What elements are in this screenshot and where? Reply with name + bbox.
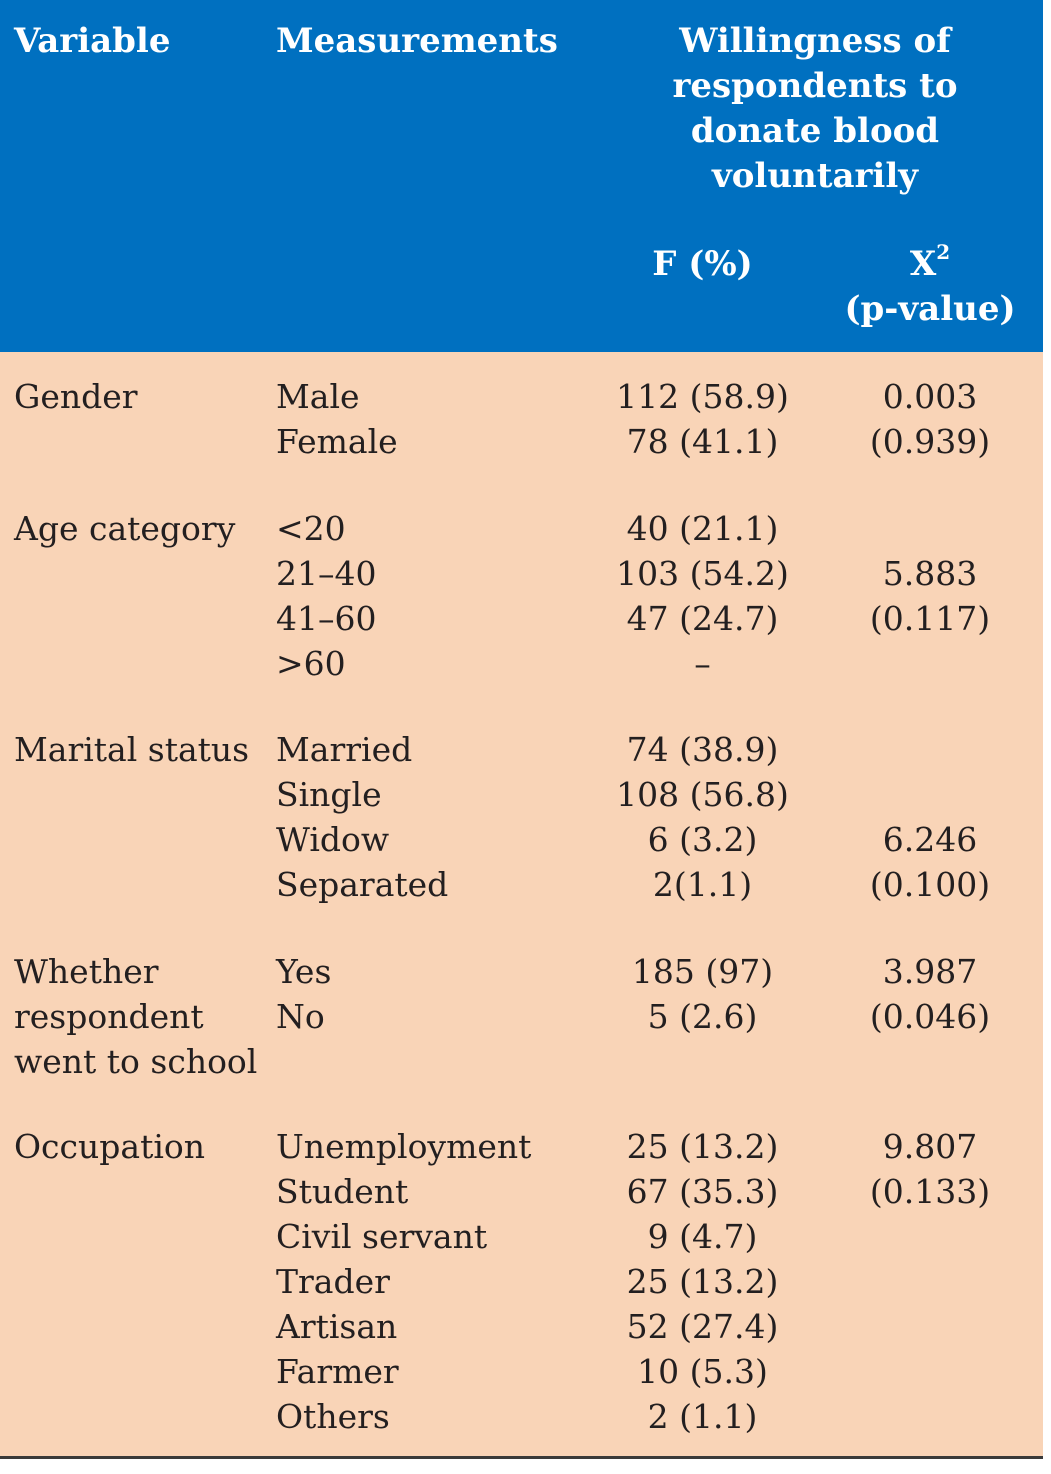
measurement-cell: Widow [276, 820, 390, 859]
measurement-cell: 21–40 [276, 554, 377, 593]
frequency-cell: 5 (2.6) [647, 997, 758, 1036]
measurement-cell: Yes [276, 952, 332, 991]
measurement-cell: <20 [276, 509, 346, 548]
measurement-cell: Civil servant [276, 1217, 488, 1256]
frequency-cell: 78 (41.1) [626, 422, 779, 461]
chi-square-cell: 3.987 [882, 952, 978, 991]
header-willingness-line: donate blood [690, 111, 940, 151]
frequency-cell: 74 (38.9) [626, 730, 779, 769]
header-willingness-line: voluntarily [711, 156, 919, 196]
variable-label: respondent [14, 997, 204, 1036]
measurement-cell: Trader [276, 1262, 390, 1301]
measurement-cell: Others [276, 1397, 390, 1436]
frequency-cell: 25 (13.2) [626, 1262, 779, 1301]
header-f-percent: F (%) [652, 244, 753, 284]
chi-square-cell: 5.883 [882, 554, 978, 593]
frequency-cell: 2(1.1) [652, 865, 753, 904]
measurement-cell: Separated [276, 865, 449, 904]
measurement-cell: No [276, 997, 325, 1036]
measurement-cell: Single [276, 775, 382, 814]
frequency-cell: 25 (13.2) [626, 1127, 779, 1166]
header-willingness-line: Willingness of [679, 21, 951, 61]
frequency-cell: 112 (58.9) [616, 377, 789, 416]
chi-square-cell: 0.003 [882, 377, 978, 416]
chi-square-cell: 9.807 [882, 1127, 978, 1166]
measurement-cell: Student [276, 1172, 409, 1211]
header-chi-square-superscript: 2 [936, 240, 951, 264]
header-measurements: Measurements [276, 21, 558, 61]
chi-square-cell: (0.939) [869, 422, 991, 461]
variable-label: Age category [14, 509, 236, 548]
frequency-cell: 47 (24.7) [626, 599, 779, 638]
measurement-cell: Female [276, 422, 398, 461]
chi-square-cell: (0.100) [869, 865, 991, 904]
frequency-cell: 2 (1.1) [647, 1397, 758, 1436]
measurement-cell: 41–60 [276, 599, 377, 638]
header-willingness-line: respondents to [672, 66, 958, 106]
chi-square-cell: 6.246 [882, 820, 978, 859]
variable-label: went to school [14, 1042, 258, 1081]
variable-label: Marital status [14, 730, 250, 769]
frequency-cell: 9 (4.7) [647, 1217, 758, 1256]
header-p-value: (p-value) [844, 289, 1016, 329]
frequency-cell: 10 (5.3) [637, 1352, 768, 1391]
measurement-cell: Farmer [276, 1352, 399, 1391]
variable-label: Whether [14, 952, 159, 991]
chi-square-cell: (0.117) [869, 599, 991, 638]
header-chi-square: X2 [830, 242, 1030, 287]
table-header: Variable Measurements Willingness of res… [0, 0, 1043, 352]
measurement-cell: Male [276, 377, 360, 416]
frequency-cell: 67 (35.3) [626, 1172, 779, 1211]
header-chi-square-symbol: X [909, 244, 937, 284]
variable-label: Gender [14, 377, 138, 416]
header-variable: Variable [14, 21, 171, 61]
frequency-cell: 40 (21.1) [626, 509, 779, 548]
frequency-cell: 6 (3.2) [647, 820, 758, 859]
measurement-cell: Married [276, 730, 413, 769]
measurement-cell: >60 [276, 644, 346, 683]
frequency-cell: 52 (27.4) [626, 1307, 779, 1346]
frequency-cell: 103 (54.2) [616, 554, 789, 593]
measurement-cell: Artisan [276, 1307, 398, 1346]
chi-square-cell: (0.133) [869, 1172, 991, 1211]
bottom-rule [0, 1456, 1043, 1459]
frequency-cell: 108 (56.8) [616, 775, 789, 814]
frequency-cell: 185 (97) [631, 952, 774, 991]
measurement-cell: Unemployment [276, 1127, 532, 1166]
chi-square-cell: (0.046) [869, 997, 991, 1036]
variable-label: Occupation [14, 1127, 206, 1166]
header-willingness: Willingness of respondents to donate blo… [600, 19, 1030, 199]
frequency-cell: – [694, 644, 711, 683]
